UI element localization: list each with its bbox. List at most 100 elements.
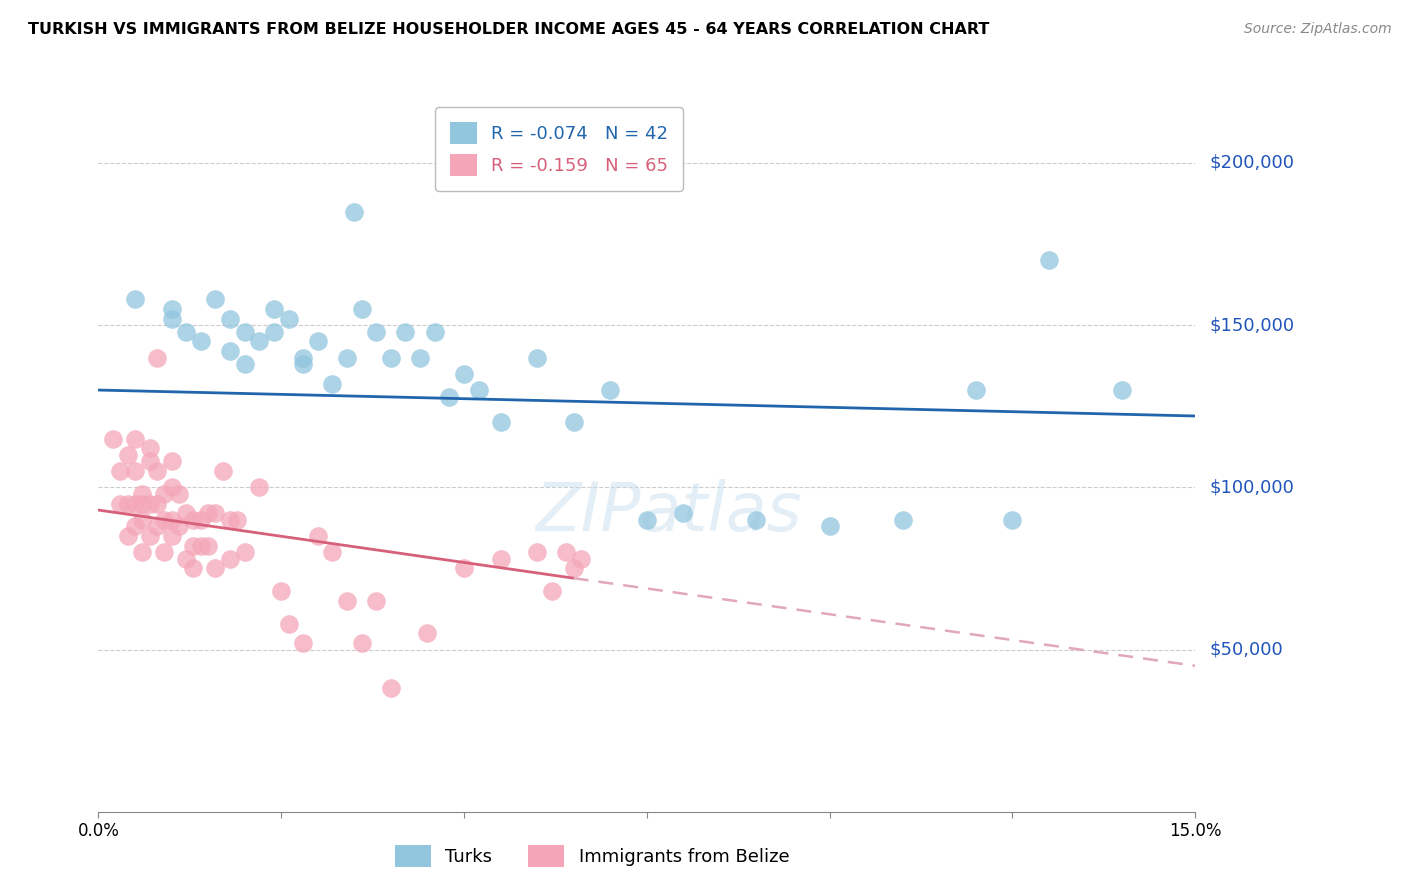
Point [219, 311, 242, 326]
Point [292, 351, 315, 365]
Point [190, 334, 212, 349]
Point [1038, 253, 1060, 268]
Point [263, 301, 285, 316]
Point [160, 513, 183, 527]
Text: ZIPatlas: ZIPatlas [536, 479, 801, 545]
Point [167, 487, 190, 501]
Legend: Turks, Immigrants from Belize: Turks, Immigrants from Belize [387, 838, 797, 874]
Point [160, 529, 183, 543]
Point [101, 432, 124, 446]
Point [226, 513, 249, 527]
Point [153, 513, 176, 527]
Point [672, 506, 695, 520]
Point [965, 383, 987, 397]
Point [117, 497, 139, 511]
Point [204, 292, 226, 306]
Text: Source: ZipAtlas.com: Source: ZipAtlas.com [1244, 22, 1392, 37]
Point [1001, 513, 1024, 527]
Point [160, 480, 183, 494]
Point [263, 325, 285, 339]
Point [190, 513, 212, 527]
Text: $100,000: $100,000 [1209, 478, 1294, 496]
Point [124, 497, 146, 511]
Point [818, 519, 841, 533]
Point [146, 519, 169, 533]
Text: TURKISH VS IMMIGRANTS FROM BELIZE HOUSEHOLDER INCOME AGES 45 - 64 YEARS CORRELAT: TURKISH VS IMMIGRANTS FROM BELIZE HOUSEH… [28, 22, 990, 37]
Point [336, 351, 359, 365]
Point [307, 334, 329, 349]
Point [174, 506, 197, 520]
Point [416, 626, 439, 640]
Point [636, 513, 658, 527]
Point [131, 545, 153, 559]
Point [247, 334, 270, 349]
Point [394, 325, 416, 339]
Point [146, 351, 169, 365]
Point [219, 344, 242, 359]
Point [110, 464, 132, 478]
Point [292, 636, 315, 650]
Point [321, 545, 343, 559]
Point [211, 464, 233, 478]
Point [247, 480, 270, 494]
Point [380, 681, 402, 696]
Point [160, 454, 183, 468]
Point [219, 513, 242, 527]
Point [117, 448, 139, 462]
Point [190, 539, 212, 553]
Point [745, 513, 768, 527]
Point [174, 551, 197, 566]
Point [138, 497, 160, 511]
Point [270, 584, 292, 599]
Point [453, 367, 475, 381]
Point [321, 376, 343, 391]
Point [124, 292, 146, 306]
Point [131, 487, 153, 501]
Point [366, 594, 388, 608]
Point [146, 497, 169, 511]
Point [277, 616, 299, 631]
Point [489, 551, 512, 566]
Point [569, 551, 592, 566]
Point [467, 383, 489, 397]
Point [131, 497, 153, 511]
Text: $150,000: $150,000 [1209, 316, 1295, 334]
Point [336, 594, 359, 608]
Point [350, 301, 373, 316]
Text: $200,000: $200,000 [1209, 154, 1294, 172]
Point [233, 325, 256, 339]
Point [183, 561, 205, 575]
Point [153, 487, 176, 501]
Point [117, 529, 139, 543]
Point [409, 351, 432, 365]
Point [540, 584, 562, 599]
Point [1111, 383, 1133, 397]
Point [233, 545, 256, 559]
Point [562, 416, 585, 430]
Point [204, 506, 226, 520]
Point [233, 357, 256, 371]
Point [174, 325, 197, 339]
Point [160, 301, 183, 316]
Point [131, 513, 153, 527]
Point [197, 506, 219, 520]
Point [489, 416, 512, 430]
Point [366, 325, 388, 339]
Point [453, 561, 475, 575]
Point [153, 545, 176, 559]
Point [183, 539, 205, 553]
Point [526, 545, 548, 559]
Point [204, 561, 226, 575]
Point [343, 204, 366, 219]
Point [599, 383, 621, 397]
Point [124, 432, 146, 446]
Point [526, 351, 548, 365]
Point [292, 357, 315, 371]
Point [555, 545, 578, 559]
Point [439, 390, 461, 404]
Point [160, 311, 183, 326]
Point [380, 351, 402, 365]
Point [891, 513, 914, 527]
Point [124, 464, 146, 478]
Point [124, 519, 146, 533]
